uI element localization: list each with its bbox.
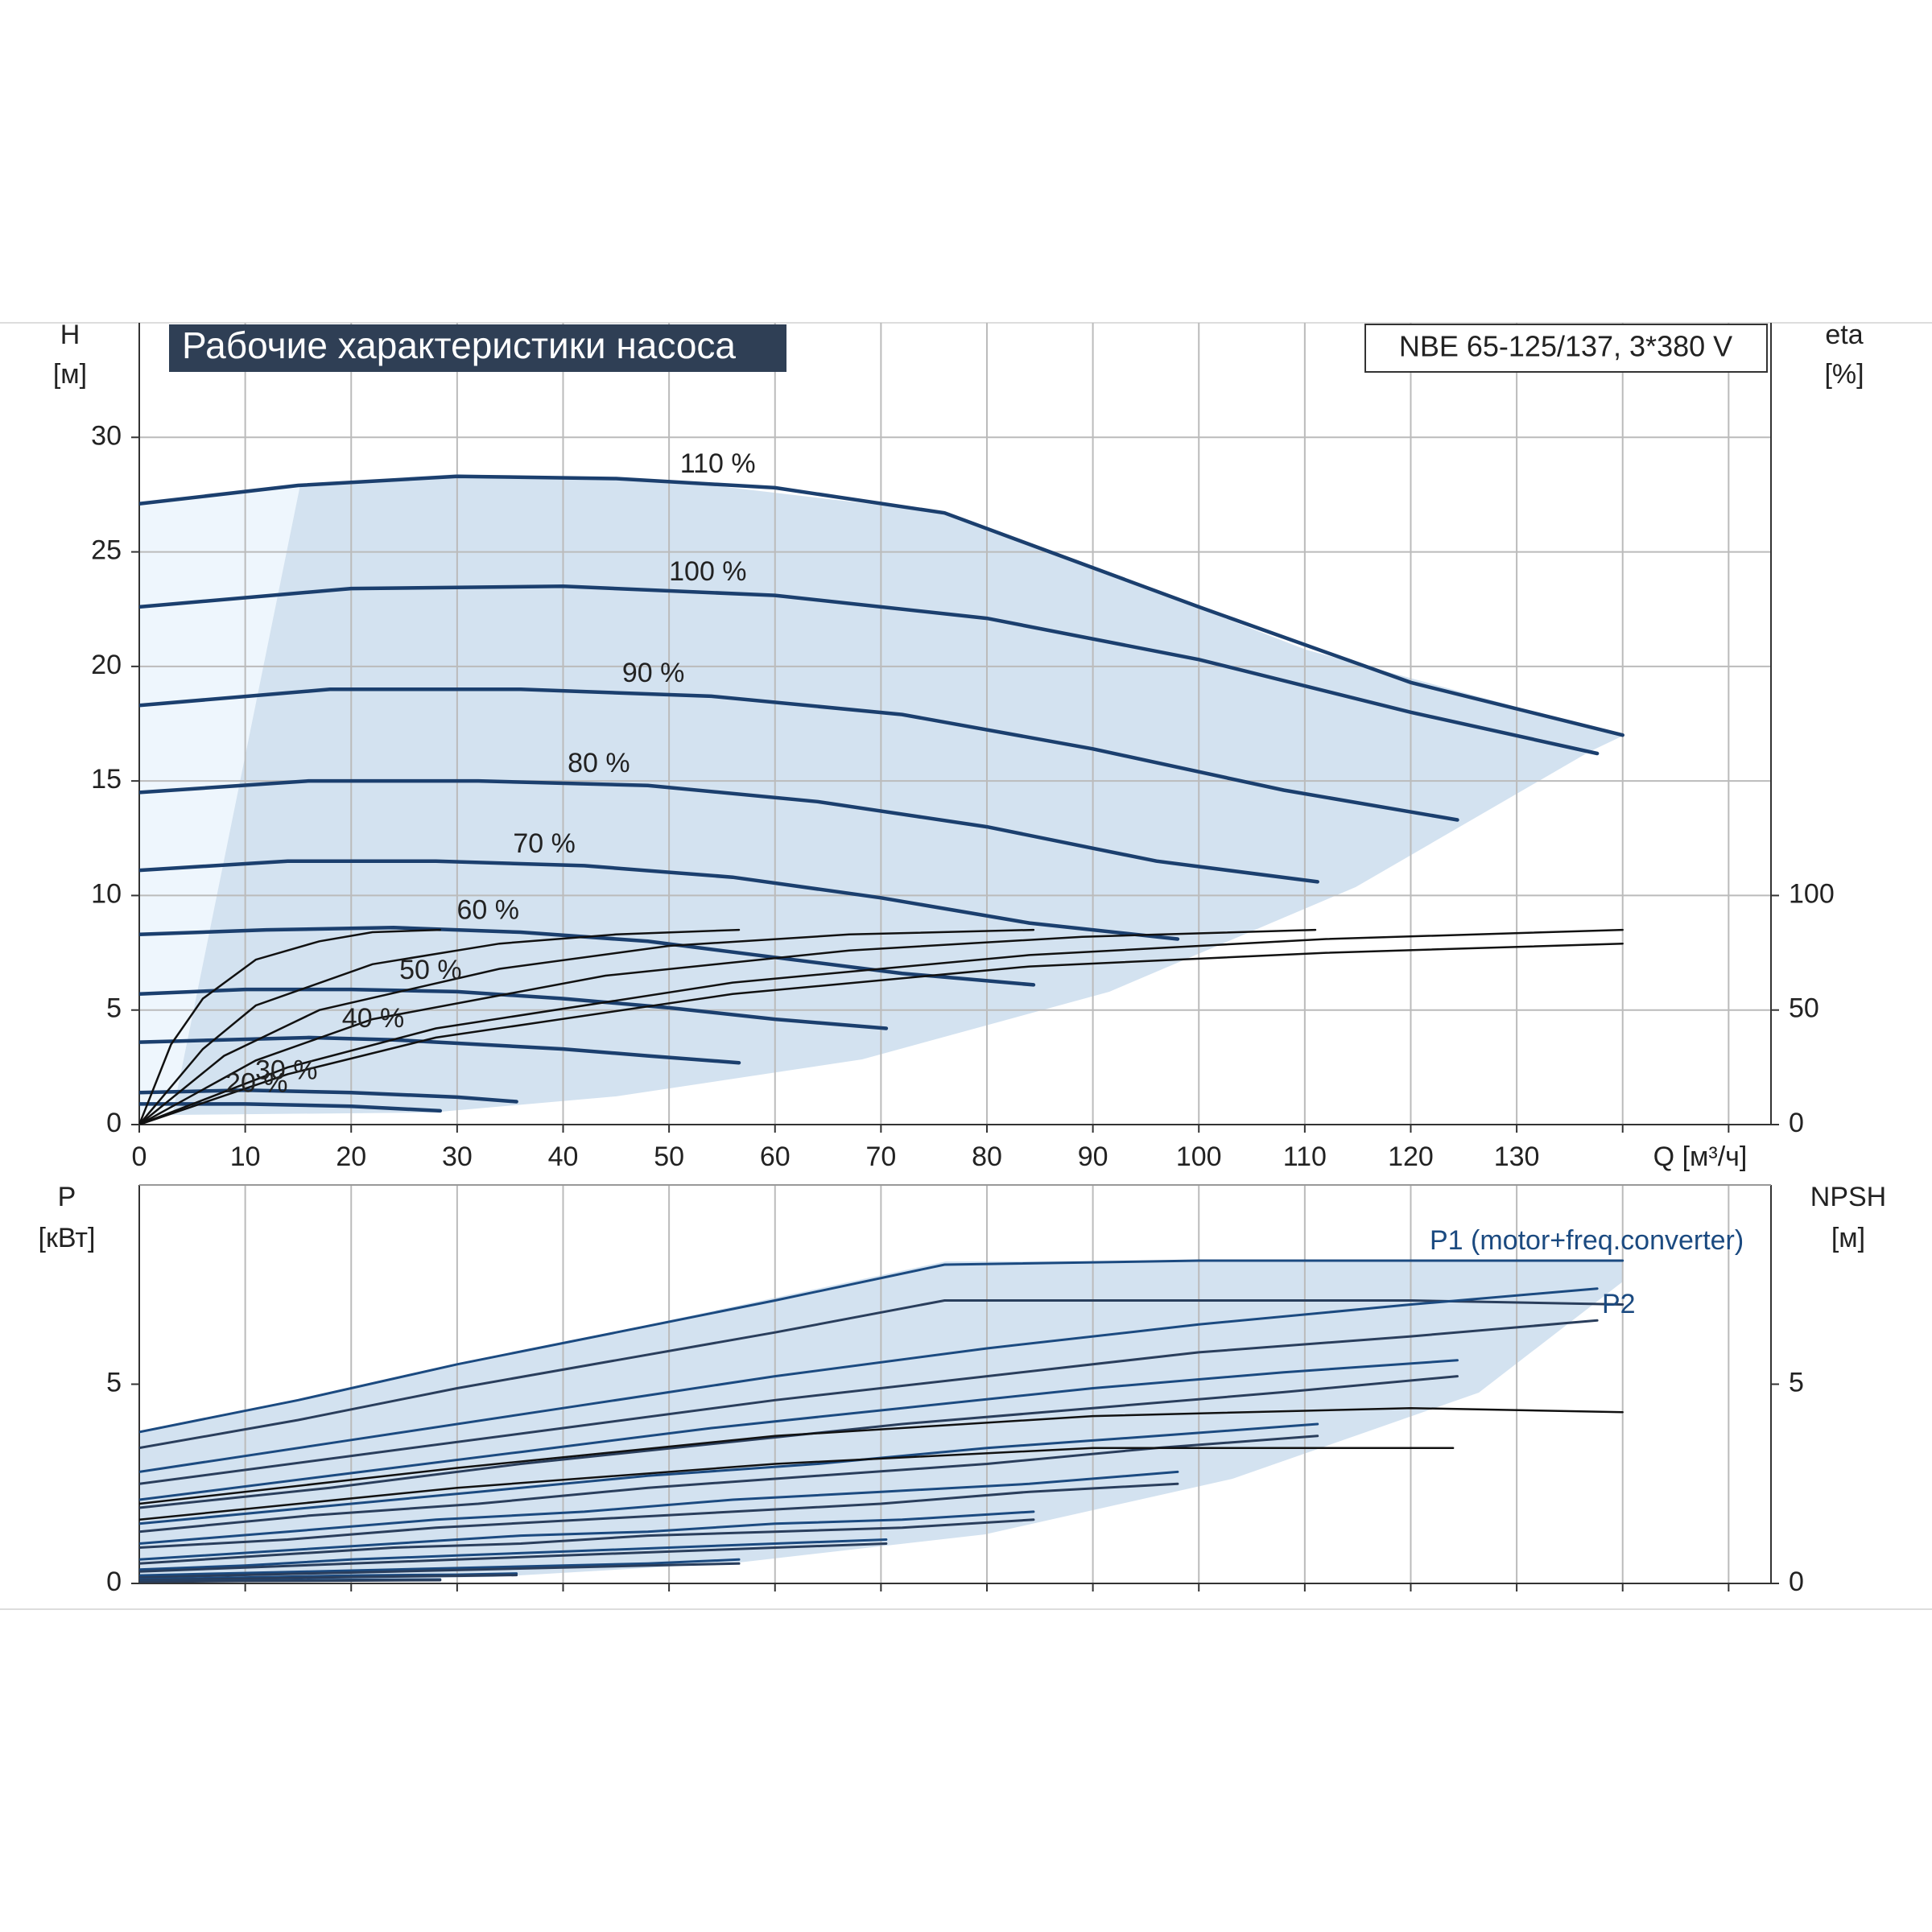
curve-label: 40 % — [342, 1003, 405, 1034]
x-tick-label: 20 — [336, 1141, 366, 1172]
x-axis-label: Q [м³/ч] — [1653, 1141, 1748, 1172]
x-tick-label: 80 — [972, 1141, 1002, 1172]
x-tick-label: 100 — [1176, 1141, 1222, 1172]
x-tick-label: 120 — [1388, 1141, 1434, 1172]
x-tick-label: 70 — [865, 1141, 896, 1172]
curve — [139, 1579, 442, 1583]
curve-label: 90 % — [622, 658, 685, 688]
x-tick-label: 50 — [654, 1141, 684, 1172]
operating-area-light — [139, 485, 300, 1115]
curve — [139, 1574, 518, 1582]
y2-axis-label: eta — [1825, 320, 1863, 350]
y2-axis-unit: [%] — [1824, 359, 1864, 390]
y2-tick-label: 100 — [1789, 878, 1835, 909]
y2-tick-label: 5 — [1789, 1367, 1804, 1397]
y2-tick-label: 50 — [1789, 993, 1819, 1024]
curve-label: 50 % — [399, 955, 462, 985]
curve-label: 100 % — [669, 556, 746, 587]
curve — [139, 1518, 1035, 1565]
curve-label: 80 % — [568, 748, 630, 778]
y2-tick-label: 0 — [1789, 1567, 1804, 1597]
x-tick-label: 130 — [1494, 1141, 1540, 1172]
x-tick-label: 110 — [1283, 1141, 1327, 1172]
plot-layer: 0 10 20 30 40 50 60 70 80 90 100 110 120 130051015202… — [91, 323, 1835, 1597]
y-tick-label: 30 — [91, 420, 122, 451]
curve — [139, 987, 889, 1030]
panel: 0 10 20 30 40 50 60 70 80 90 100 110 120 130 0 5 10 15 20 2… — [91, 323, 1835, 1172]
y-tick-label: 15 — [91, 764, 122, 795]
curve — [139, 1088, 518, 1104]
x-tick-label: 60 — [760, 1141, 791, 1172]
x-tick-label: 0 — [132, 1141, 147, 1172]
curve — [139, 1319, 1599, 1485]
y-tick-label: 0 — [106, 1567, 122, 1597]
annotation: P1 (motor+freq.converter) — [1430, 1225, 1744, 1256]
curve — [139, 474, 1624, 737]
secondary-curve — [139, 928, 1624, 1125]
y-axis-label: P — [58, 1182, 76, 1212]
chart-title: Рабочие характеристики насоса — [182, 324, 736, 366]
curve — [139, 1435, 1319, 1534]
curve — [139, 1482, 1179, 1549]
curve — [139, 584, 1600, 756]
curve — [139, 687, 1459, 822]
y-tick-label: 10 — [91, 878, 122, 909]
y-axis-unit: [м] — [53, 359, 87, 390]
curve — [139, 1035, 741, 1065]
curve — [139, 1470, 1179, 1545]
curve-label: 20 % — [225, 1068, 288, 1099]
curve — [139, 1510, 1035, 1561]
y-axis-label: H — [60, 320, 80, 350]
curve-label: 30 % — [255, 1055, 318, 1085]
secondary-curve — [139, 928, 1317, 1125]
y-tick-label: 20 — [91, 650, 122, 680]
y2-tick-label: 0 — [1789, 1108, 1804, 1138]
series-layer — [139, 474, 1624, 1125]
curve — [139, 1562, 741, 1579]
curve — [139, 1299, 1624, 1450]
curve — [139, 778, 1319, 884]
curve — [139, 1542, 888, 1573]
panel: 0 5 0 5 P1 (motor+freq.converter) P2 — [106, 1184, 1804, 1597]
annotation: P2 — [1602, 1289, 1636, 1319]
curve — [139, 859, 1180, 941]
y2-axis-unit: [м] — [1831, 1223, 1865, 1253]
title-box — [169, 324, 786, 372]
x-tick-label: 30 — [442, 1141, 473, 1172]
secondary-curve — [139, 942, 1624, 1125]
model-label: NBE 65-125/137, 3*380 V — [1399, 330, 1732, 363]
curve-label: 60 % — [457, 894, 520, 925]
y-tick-label: 0 — [106, 1108, 122, 1138]
y-tick-label: 5 — [106, 993, 122, 1024]
curve — [139, 1538, 888, 1571]
operating-area — [172, 474, 1623, 1115]
x-tick-label: 10 — [230, 1141, 261, 1172]
secondary-curve — [139, 1447, 1455, 1521]
model-box — [1364, 324, 1768, 373]
secondary-curve — [139, 928, 741, 1125]
curve — [139, 1259, 1624, 1434]
secondary-curve — [139, 928, 1035, 1125]
y-tick-label: 5 — [106, 1367, 122, 1397]
y-tick-label: 25 — [91, 535, 122, 566]
curve — [139, 1558, 741, 1577]
curve-label: 110 % — [680, 448, 756, 479]
curve — [139, 1359, 1459, 1501]
y2-axis-label: NPSH — [1810, 1182, 1886, 1212]
curve — [139, 1287, 1599, 1473]
secondary-curve — [139, 1406, 1624, 1505]
curve-label: 70 % — [513, 828, 576, 859]
y-axis-unit: [кВт] — [39, 1223, 96, 1253]
secondary-curve — [139, 928, 442, 1125]
x-tick-label: 90 — [1078, 1141, 1108, 1172]
curve — [139, 1422, 1319, 1525]
series-layer — [139, 1259, 1624, 1583]
x-tick-label: 40 — [548, 1141, 579, 1172]
